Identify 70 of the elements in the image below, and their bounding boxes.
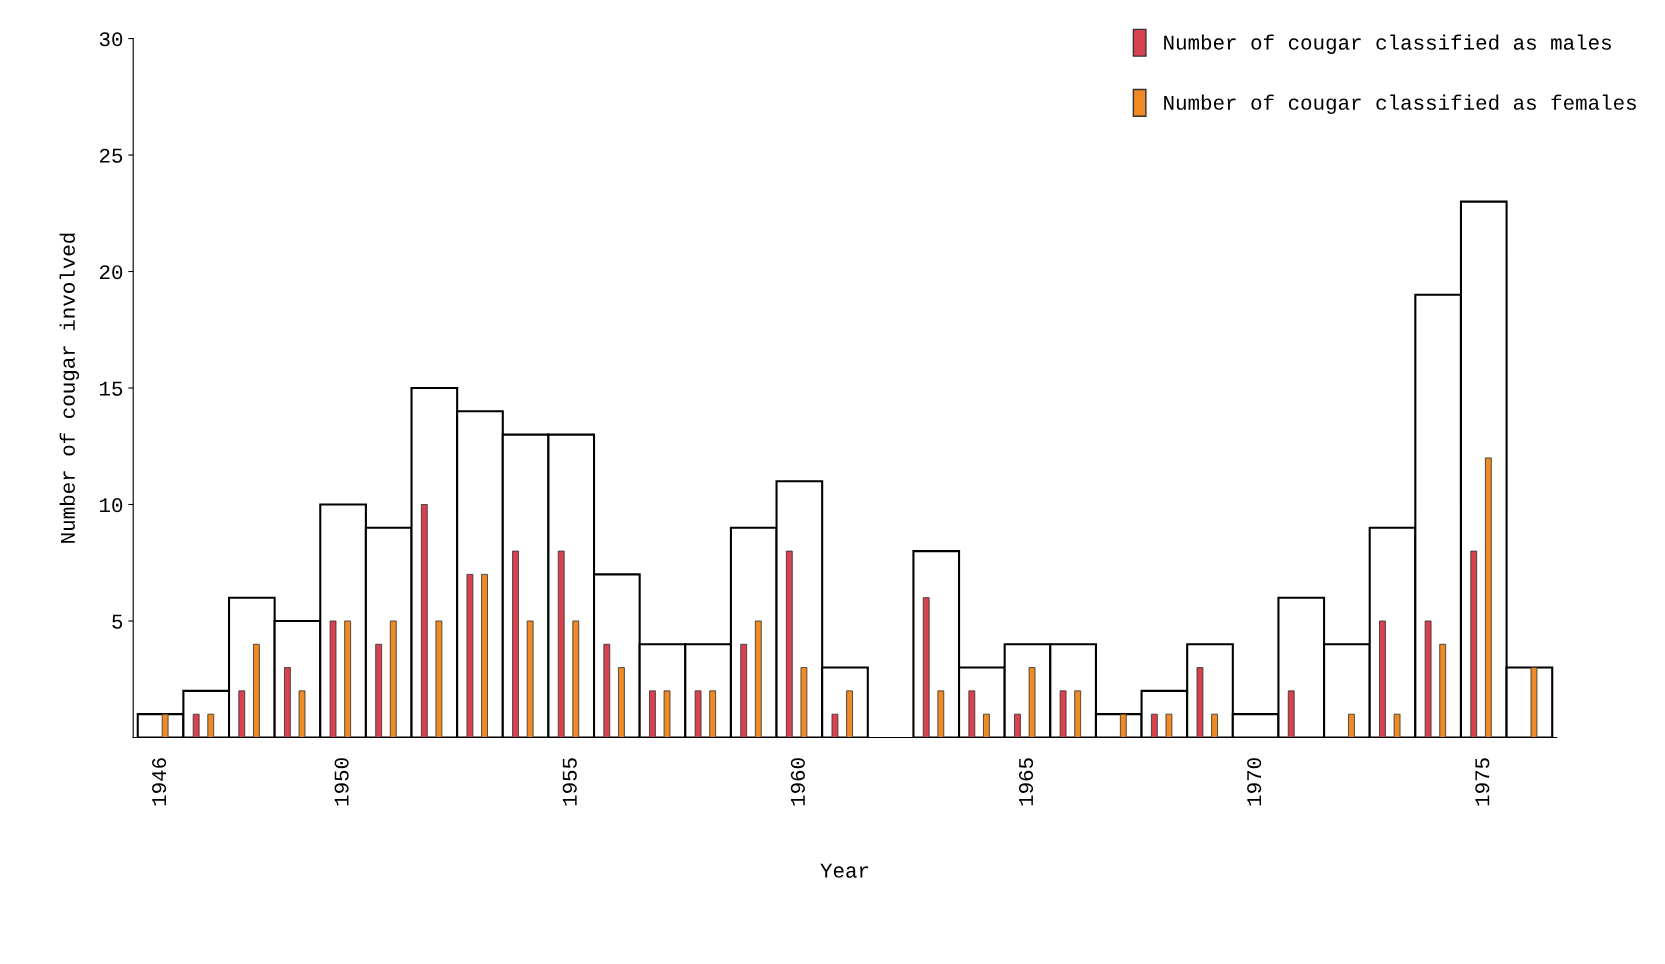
bar: [1393, 713, 1401, 738]
x-tick-label: 1970: [1247, 758, 1262, 806]
x-tick-label: 1965: [1018, 758, 1034, 806]
y-tick-label: 30: [99, 32, 123, 47]
bar: [618, 667, 625, 738]
bar: [1196, 667, 1204, 738]
x-tick-label: 1975: [1475, 758, 1490, 806]
bar: [207, 713, 215, 738]
bar: [1530, 667, 1538, 738]
bar: [1074, 690, 1082, 738]
bar: [435, 620, 443, 738]
bar: [1379, 620, 1386, 738]
bar: [192, 713, 200, 738]
legend-label: Number of cougar classified as females: [1164, 94, 1636, 114]
x-tick-label: 1950: [334, 758, 349, 806]
bar: [968, 690, 976, 738]
bar: [785, 550, 793, 738]
bar: [1348, 713, 1355, 738]
bar: [1165, 713, 1173, 738]
bar: [754, 620, 762, 738]
bar: [937, 690, 945, 738]
bar: [1424, 620, 1432, 738]
x-axis-title: Year: [820, 863, 869, 878]
bar: [649, 690, 656, 738]
bar: [526, 620, 534, 738]
bar: [694, 690, 702, 738]
y-tick-label: 5: [112, 614, 123, 629]
bar: [161, 713, 169, 738]
bar: [238, 690, 246, 738]
x-tick-label: 1960: [790, 758, 805, 806]
bar: [1119, 713, 1127, 738]
bar: [603, 643, 611, 738]
bar: [344, 620, 352, 738]
bar: [389, 620, 397, 738]
y-tick-label: 25: [99, 148, 123, 163]
y-axis-title: Number of cougar involved: [59, 233, 80, 543]
y-tick-label: 15: [99, 381, 123, 396]
bar: [329, 620, 337, 738]
bar: [1014, 713, 1021, 738]
bar: [284, 667, 291, 738]
bar: [512, 550, 519, 738]
x-tick-label: 1946: [152, 758, 167, 806]
x-tick-label: 1955: [562, 758, 577, 806]
bar: [1028, 667, 1036, 738]
bar: [420, 504, 428, 738]
bar: [1439, 643, 1447, 738]
bar: [1484, 457, 1492, 738]
bar: [557, 550, 565, 738]
y-tick-label: 20: [99, 265, 123, 280]
bar: [740, 643, 748, 738]
bar: [663, 690, 671, 738]
y-tick-label: 10: [99, 498, 123, 513]
bar: [375, 643, 383, 738]
bar: [1470, 550, 1478, 738]
bar: [253, 643, 260, 738]
bar: [1150, 713, 1158, 738]
bar: [922, 597, 930, 738]
bar: [1287, 690, 1295, 738]
bar: [572, 620, 580, 738]
bar: [846, 690, 853, 738]
bar: [466, 573, 474, 738]
bar: [983, 713, 990, 738]
bar: [1059, 690, 1067, 738]
bar: [1211, 713, 1218, 738]
legend-label: Number of cougar classified as males: [1164, 34, 1611, 54]
bar: [481, 573, 488, 738]
bar: [831, 713, 839, 738]
bar: [298, 690, 306, 738]
bar: [709, 690, 717, 738]
bar: [800, 667, 808, 738]
